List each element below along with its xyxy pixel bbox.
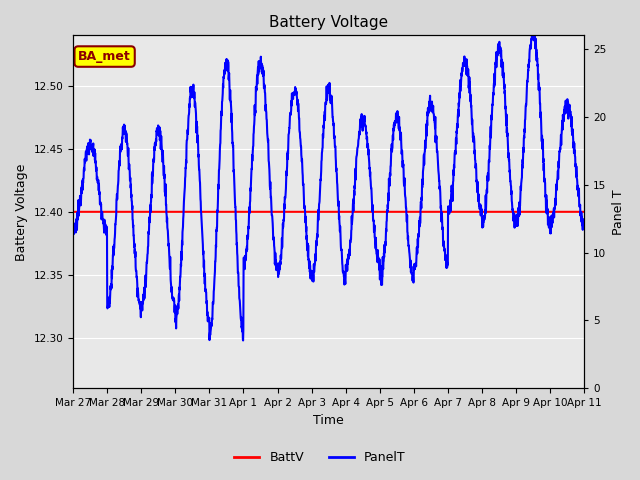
- X-axis label: Time: Time: [314, 414, 344, 427]
- Y-axis label: Battery Voltage: Battery Voltage: [15, 163, 28, 261]
- Title: Battery Voltage: Battery Voltage: [269, 15, 388, 30]
- Y-axis label: Panel T: Panel T: [612, 189, 625, 235]
- Text: BA_met: BA_met: [78, 50, 131, 63]
- Legend: BattV, PanelT: BattV, PanelT: [229, 446, 411, 469]
